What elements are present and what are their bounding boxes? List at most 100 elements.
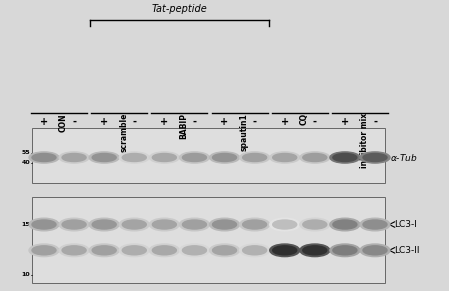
Ellipse shape (273, 153, 297, 162)
Ellipse shape (122, 220, 146, 229)
Ellipse shape (212, 220, 237, 229)
Ellipse shape (89, 218, 119, 231)
Ellipse shape (152, 153, 176, 162)
Text: -: - (132, 117, 136, 127)
Text: 55: 55 (21, 150, 30, 155)
Ellipse shape (210, 152, 240, 163)
Ellipse shape (210, 218, 240, 231)
Ellipse shape (59, 244, 89, 257)
Text: -: - (193, 117, 197, 127)
Ellipse shape (62, 246, 86, 255)
Ellipse shape (89, 244, 119, 257)
Ellipse shape (62, 220, 86, 229)
Text: -: - (373, 117, 377, 127)
Text: scramble: scramble (119, 113, 128, 152)
Ellipse shape (330, 244, 360, 257)
Ellipse shape (152, 246, 176, 255)
Ellipse shape (212, 153, 237, 162)
Ellipse shape (270, 152, 300, 163)
Ellipse shape (360, 244, 390, 257)
Text: +: + (40, 117, 48, 127)
Text: CON: CON (59, 113, 68, 132)
Ellipse shape (122, 153, 146, 162)
Ellipse shape (333, 220, 357, 229)
Ellipse shape (29, 218, 59, 231)
Text: +: + (220, 117, 229, 127)
Ellipse shape (150, 244, 179, 257)
Text: 10: 10 (22, 272, 30, 278)
Ellipse shape (333, 153, 357, 162)
Text: +: + (100, 117, 108, 127)
Ellipse shape (32, 153, 56, 162)
Ellipse shape (330, 218, 360, 231)
Text: Tat-peptide: Tat-peptide (151, 4, 207, 14)
Ellipse shape (89, 152, 119, 163)
Text: $\alpha$-Tub: $\alpha$-Tub (390, 152, 418, 163)
Ellipse shape (303, 220, 327, 229)
Ellipse shape (92, 153, 116, 162)
Ellipse shape (180, 152, 209, 163)
Ellipse shape (180, 218, 209, 231)
Ellipse shape (330, 152, 360, 163)
Text: -: - (72, 117, 76, 127)
Ellipse shape (119, 244, 149, 257)
Ellipse shape (240, 244, 270, 257)
Text: -: - (253, 117, 257, 127)
Ellipse shape (363, 246, 387, 255)
Ellipse shape (270, 244, 300, 257)
Text: CQ: CQ (300, 113, 309, 125)
Ellipse shape (122, 246, 146, 255)
Ellipse shape (182, 153, 207, 162)
Ellipse shape (92, 220, 116, 229)
Ellipse shape (29, 152, 59, 163)
Text: spautin1: spautin1 (240, 113, 249, 151)
Ellipse shape (360, 152, 390, 163)
Ellipse shape (32, 220, 56, 229)
Ellipse shape (182, 246, 207, 255)
Ellipse shape (92, 246, 116, 255)
Ellipse shape (119, 218, 149, 231)
Text: +: + (160, 117, 168, 127)
Text: BABIP: BABIP (180, 113, 189, 139)
Text: LC3-I: LC3-I (394, 220, 417, 229)
Ellipse shape (119, 152, 149, 163)
Ellipse shape (363, 153, 387, 162)
Ellipse shape (212, 246, 237, 255)
Ellipse shape (240, 152, 270, 163)
Ellipse shape (300, 218, 330, 231)
Ellipse shape (59, 218, 89, 231)
Text: LC3-II: LC3-II (394, 246, 419, 255)
Ellipse shape (300, 244, 330, 257)
Ellipse shape (150, 152, 179, 163)
Ellipse shape (32, 246, 56, 255)
Ellipse shape (270, 218, 300, 231)
Ellipse shape (59, 152, 89, 163)
Ellipse shape (180, 244, 209, 257)
Ellipse shape (242, 153, 267, 162)
Ellipse shape (152, 220, 176, 229)
Ellipse shape (273, 246, 297, 255)
Ellipse shape (300, 152, 330, 163)
Ellipse shape (210, 244, 240, 257)
Ellipse shape (303, 153, 327, 162)
Text: -: - (313, 117, 317, 127)
Text: +: + (341, 117, 349, 127)
Ellipse shape (242, 246, 267, 255)
Text: 15: 15 (21, 222, 30, 227)
Ellipse shape (273, 220, 297, 229)
Ellipse shape (182, 220, 207, 229)
Ellipse shape (360, 218, 390, 231)
Ellipse shape (62, 153, 86, 162)
Ellipse shape (333, 246, 357, 255)
FancyBboxPatch shape (32, 197, 385, 283)
Text: inhibitor mix: inhibitor mix (360, 113, 369, 168)
Ellipse shape (303, 246, 327, 255)
Ellipse shape (29, 244, 59, 257)
Text: 40: 40 (22, 160, 30, 165)
FancyBboxPatch shape (32, 128, 385, 183)
Ellipse shape (240, 218, 270, 231)
Text: +: + (281, 117, 289, 127)
Ellipse shape (150, 218, 179, 231)
Ellipse shape (363, 220, 387, 229)
Ellipse shape (242, 220, 267, 229)
